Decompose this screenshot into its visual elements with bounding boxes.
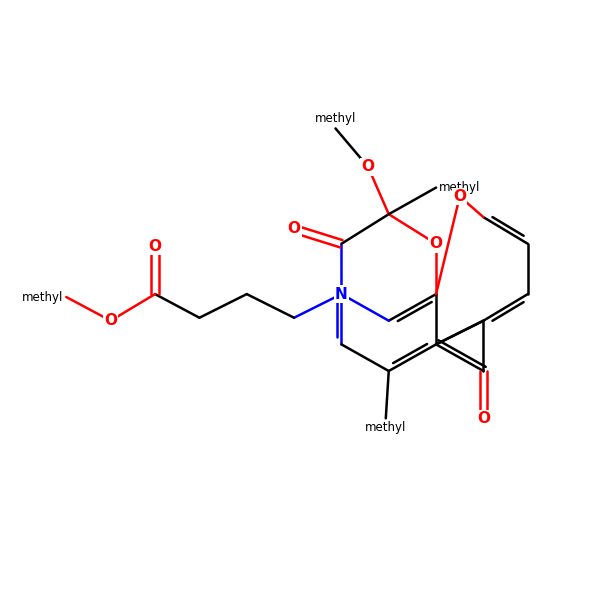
Text: O: O bbox=[453, 189, 466, 204]
Text: methyl: methyl bbox=[315, 112, 356, 125]
Text: O: O bbox=[430, 236, 443, 251]
Text: O: O bbox=[104, 313, 117, 328]
Text: methyl: methyl bbox=[365, 421, 406, 434]
Text: O: O bbox=[287, 221, 301, 236]
Text: N: N bbox=[335, 287, 348, 302]
Text: methyl: methyl bbox=[439, 181, 481, 194]
Text: O: O bbox=[362, 160, 374, 175]
Text: O: O bbox=[477, 411, 490, 426]
Text: methyl: methyl bbox=[22, 290, 64, 304]
Text: O: O bbox=[149, 239, 161, 254]
